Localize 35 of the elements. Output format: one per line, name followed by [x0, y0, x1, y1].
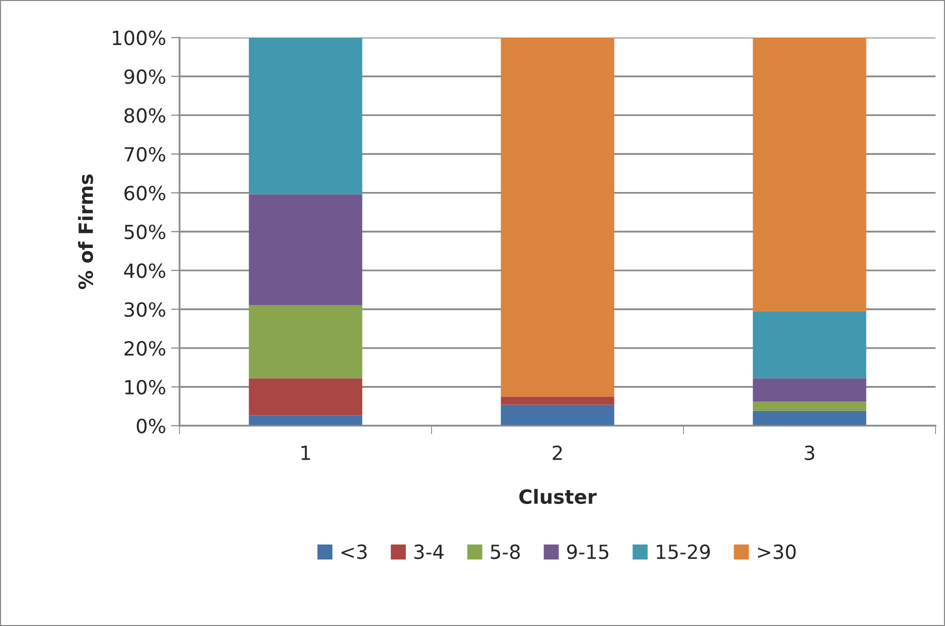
bar	[500, 404, 614, 426]
x-axis-title: Cluster	[519, 488, 597, 504]
bar	[752, 38, 866, 312]
bar	[248, 194, 362, 305]
bar	[248, 304, 362, 378]
x-tick-label: 2	[552, 445, 562, 460]
bar	[752, 378, 866, 402]
legend-label: 9-15	[567, 544, 608, 560]
y-tick-label: 20%	[124, 341, 166, 356]
bar	[752, 311, 866, 378]
y-tick-label: 10%	[125, 380, 166, 395]
y-axis-title: % of Firms	[78, 174, 94, 290]
bar	[752, 402, 866, 411]
y-tick-label: 100%	[112, 30, 166, 46]
bar	[248, 38, 362, 194]
y-tick-label: 80%	[124, 108, 166, 123]
bar	[752, 410, 866, 426]
y-tick-label: 50%	[124, 224, 166, 240]
x-tick-label: 1	[302, 446, 310, 460]
bar	[248, 415, 362, 426]
bar	[248, 378, 362, 416]
legend-label: 15-29	[656, 544, 710, 560]
bar	[500, 396, 614, 405]
y-tick-label: 40%	[124, 263, 166, 278]
bar	[500, 38, 614, 397]
legend-label: >30	[758, 544, 796, 560]
y-tick-label: 70%	[124, 146, 166, 162]
y-tick-label: 30%	[124, 302, 166, 317]
legend-label: 3-4	[414, 544, 444, 560]
legend-label: 5-8	[490, 544, 520, 560]
legend-label: <3	[342, 544, 367, 560]
y-tick-label: 90%	[124, 69, 166, 84]
y-tick-label: 0%	[136, 418, 166, 434]
x-tick-label: 3	[804, 445, 814, 460]
y-tick-label: 60%	[124, 186, 166, 200]
